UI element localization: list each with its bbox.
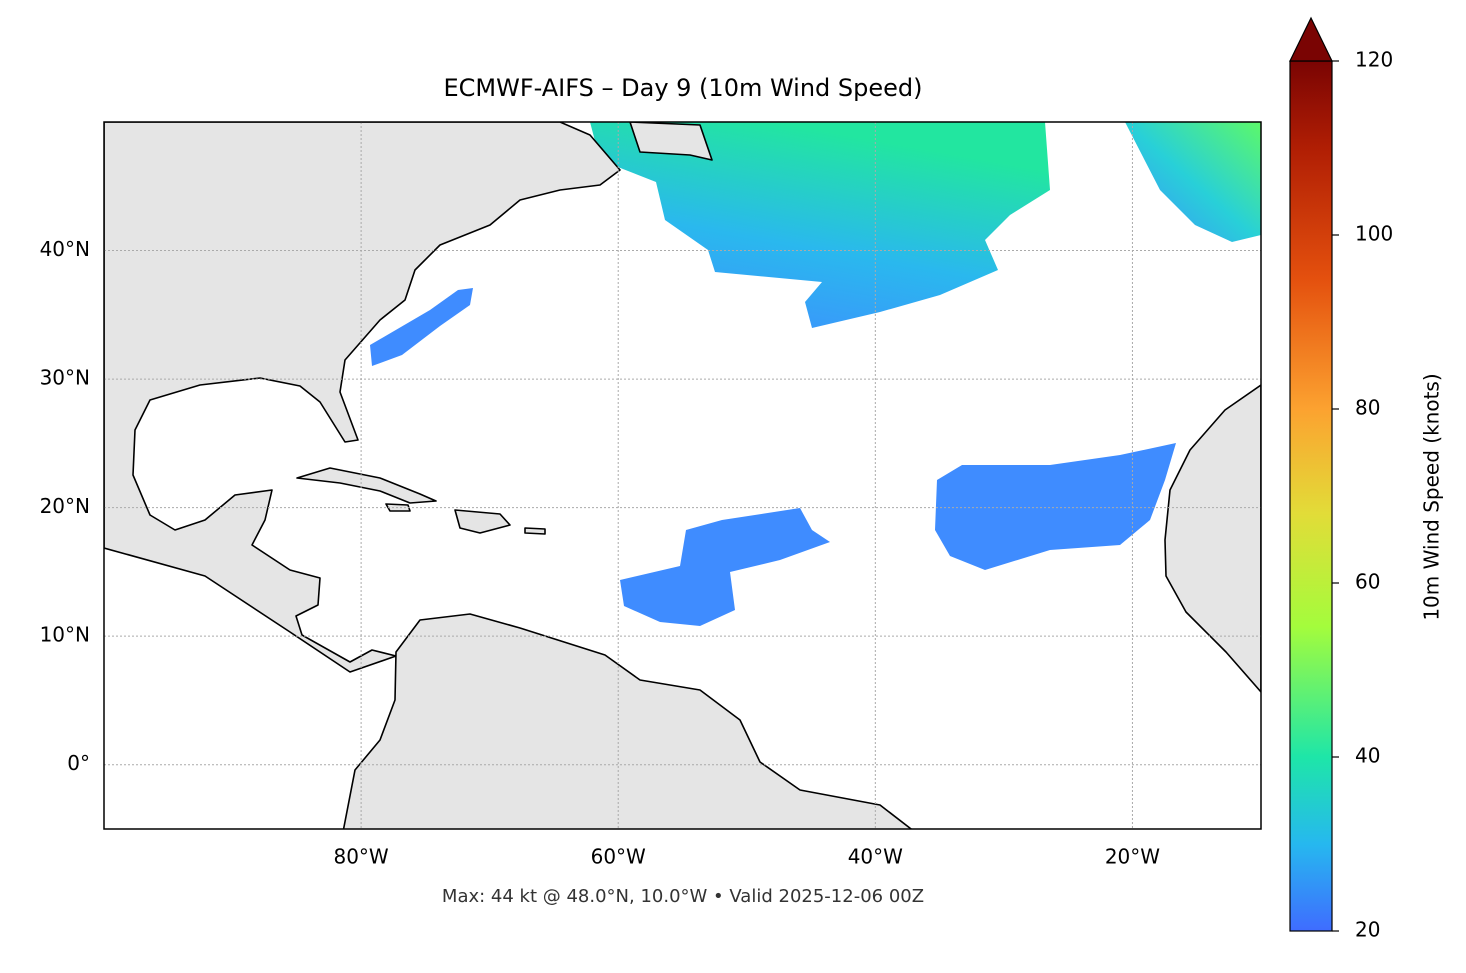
land xyxy=(296,467,437,504)
x-tick-label: 60°W xyxy=(591,845,646,869)
wind-area xyxy=(1125,122,1261,242)
y-tick-label: 30°N xyxy=(40,366,90,390)
x-tick-label: 80°W xyxy=(333,845,388,869)
wind-area xyxy=(590,122,1050,328)
colorbar-tick-label: 120 xyxy=(1355,48,1393,72)
map xyxy=(104,122,1261,829)
y-tick-label: 20°N xyxy=(40,494,90,518)
land xyxy=(104,122,621,673)
land xyxy=(454,509,511,534)
wind-area xyxy=(370,288,473,366)
y-tick-label: 40°N xyxy=(40,237,90,261)
y-tick-label: 10°N xyxy=(40,623,90,647)
land xyxy=(524,527,546,535)
y-tick-label: 0° xyxy=(67,751,90,775)
wind-area xyxy=(620,508,830,626)
wind-area xyxy=(935,443,1176,570)
colorbar-tick-label: 40 xyxy=(1355,744,1380,768)
x-tick-label: 20°W xyxy=(1105,845,1160,869)
chart-title: ECMWF-AIFS – Day 9 (10m Wind Speed) xyxy=(443,74,922,102)
footer-note: Max: 44 kt @ 48.0°N, 10.0°W • Valid 2025… xyxy=(442,886,924,907)
colorbar-tick-label: 20 xyxy=(1355,918,1380,942)
colorbar-label: 10m Wind Speed (knots) xyxy=(1420,373,1444,620)
x-tick-label: 40°W xyxy=(848,845,903,869)
colorbar-extension xyxy=(1289,16,1333,62)
colorbar-tick-label: 100 xyxy=(1355,222,1393,246)
colorbar-tick-label: 60 xyxy=(1355,570,1380,594)
map-frame xyxy=(103,121,1262,830)
colorbar-tick-label: 80 xyxy=(1355,396,1380,420)
land xyxy=(342,613,913,829)
colorbar xyxy=(1289,60,1333,932)
land xyxy=(1164,384,1261,693)
land xyxy=(629,122,713,161)
